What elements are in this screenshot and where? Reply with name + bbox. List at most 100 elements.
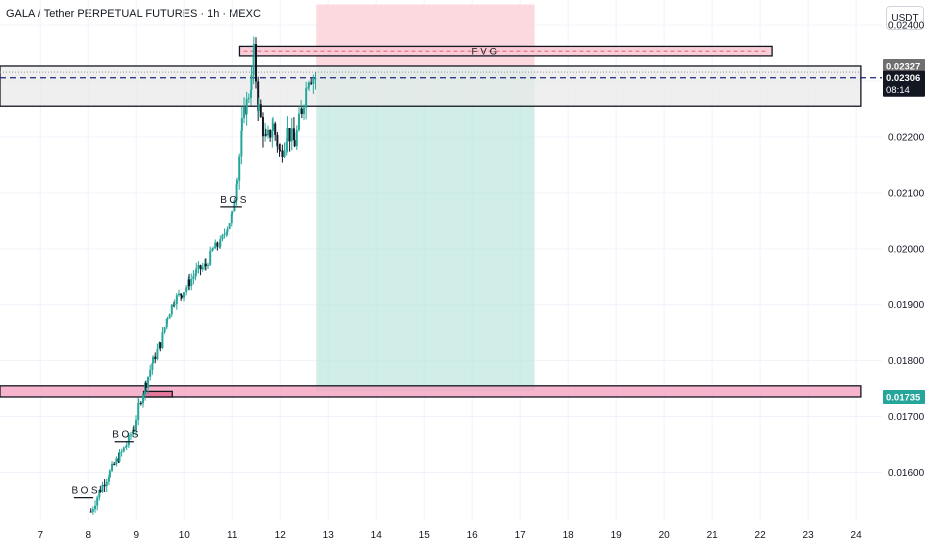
demand-zone (0, 385, 862, 398)
candle-body (195, 268, 198, 274)
candle-body (98, 489, 101, 498)
candle-body (278, 146, 281, 150)
x-tick-label: 15 (419, 530, 431, 541)
candle-body (259, 104, 262, 117)
candle-body (218, 246, 221, 248)
candle-body (228, 223, 231, 229)
price-badge-label: 0.02306 (886, 73, 920, 84)
take-profit-zone (316, 65, 535, 392)
candle-body (247, 97, 250, 100)
candle-body (297, 113, 300, 130)
candle-body (261, 116, 264, 137)
candle-body (281, 150, 284, 157)
candle-body (149, 370, 152, 377)
candle-body (267, 129, 270, 136)
candle-body (163, 327, 166, 333)
candle-body (101, 484, 104, 492)
resistance-zone (0, 65, 862, 107)
candle-body (107, 477, 110, 482)
candle-body (161, 332, 164, 348)
candle-body (137, 402, 140, 404)
candle-body (175, 295, 178, 304)
candle-body (159, 342, 162, 348)
candle-body (118, 451, 121, 462)
candle-body (199, 265, 202, 270)
candle-body (279, 149, 282, 151)
candle-body (113, 463, 116, 465)
chart-title: GALA / Tether PERPETUAL FUTURES · 1h · M… (6, 8, 261, 20)
y-tick-label: 0.02200 (888, 132, 925, 143)
candle-body (124, 446, 127, 448)
candle-body (103, 484, 106, 487)
candle-body (230, 214, 233, 224)
bos-label: BOS (71, 486, 100, 497)
x-tick-label: 7 (38, 530, 44, 541)
bos-label: BOS (220, 195, 249, 206)
candle-body (207, 264, 210, 267)
candle-body (139, 402, 142, 404)
x-tick-label: 12 (275, 530, 287, 541)
candle-body (240, 130, 243, 157)
x-tick-label: 14 (371, 530, 383, 541)
candle-body (292, 128, 295, 141)
x-tick-label: 17 (515, 530, 527, 541)
candle-body (201, 266, 204, 270)
candle-body (216, 242, 219, 247)
candle-body (132, 429, 135, 431)
candle-body (240, 118, 243, 131)
candle-body (288, 128, 291, 142)
candle-body (91, 509, 94, 512)
price-badge-label: 0.01735 (886, 392, 921, 403)
x-tick-label: 18 (563, 530, 575, 541)
candle-body (226, 228, 229, 233)
candle-body (156, 349, 159, 360)
candle-body (302, 107, 305, 115)
y-tick-label: 0.02100 (888, 188, 925, 199)
x-tick-label: 22 (755, 530, 767, 541)
candle-body (165, 318, 168, 328)
candle-body (120, 451, 123, 453)
candle-body (154, 356, 157, 360)
candle-body (249, 90, 252, 98)
fvg-label: FVG (472, 47, 501, 58)
candle-body (122, 447, 125, 452)
candle-body (238, 156, 241, 181)
bos-label: BOS (112, 430, 141, 441)
candle-body (188, 279, 191, 287)
candle-body (219, 239, 222, 247)
candle-body (211, 248, 214, 251)
candle-body (132, 429, 135, 435)
candle-body (96, 497, 99, 506)
candle-body (290, 128, 293, 142)
x-tick-label: 10 (179, 530, 191, 541)
candle-body (166, 318, 169, 320)
y-tick-label: 0.02000 (888, 244, 925, 255)
price-badge (883, 58, 925, 73)
candle-body (255, 44, 258, 82)
candle-body (231, 211, 234, 215)
candle-body (307, 86, 310, 89)
candle-body (197, 265, 200, 269)
candle-body (245, 99, 248, 114)
candle-body (295, 129, 298, 147)
candle-body (285, 141, 288, 151)
candle-body (127, 435, 130, 446)
candle-body (115, 458, 118, 465)
candle-body (183, 292, 186, 298)
x-tick-label: 8 (86, 530, 92, 541)
candle-body (144, 382, 147, 395)
candle-body (142, 394, 145, 404)
y-tick-label: 0.01800 (888, 356, 925, 367)
x-tick-label: 13 (323, 530, 335, 541)
candle-body (236, 180, 239, 184)
candle-body (147, 376, 150, 388)
x-tick-label: 24 (851, 530, 863, 541)
price-badge-label: 0.02327 (886, 61, 920, 72)
candle-body (192, 276, 195, 280)
currency-selector[interactable]: USDT (886, 6, 924, 30)
candle-body (209, 250, 212, 265)
price-badge (883, 389, 925, 404)
candle-body (293, 140, 296, 147)
